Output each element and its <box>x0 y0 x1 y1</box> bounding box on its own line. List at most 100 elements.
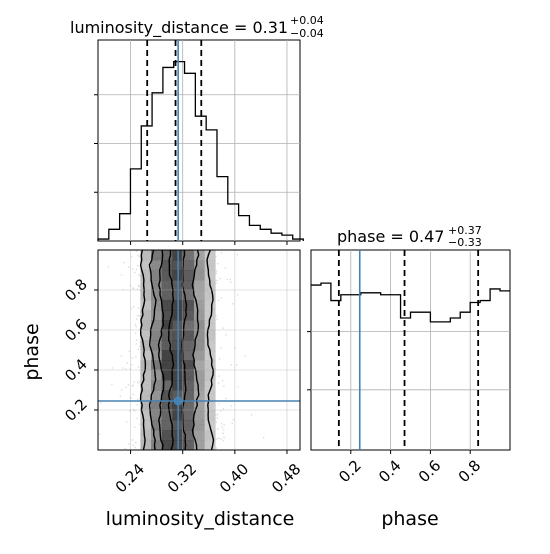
density-cell <box>151 410 163 421</box>
tick-marks <box>94 94 288 245</box>
density-cell <box>151 390 163 401</box>
contour-line <box>157 250 165 450</box>
density-cell <box>140 440 152 450</box>
density-cell <box>204 410 216 421</box>
density-cell <box>151 300 163 311</box>
density-cell <box>193 340 205 351</box>
density-cell <box>151 290 163 301</box>
luminosity-distance-title: luminosity_distance = 0.31 <box>70 18 288 38</box>
density-cell <box>151 370 163 381</box>
density-cell <box>183 300 195 311</box>
histogram <box>311 282 510 323</box>
density-cell <box>161 440 173 450</box>
density-cell <box>140 400 152 411</box>
density-cell <box>151 430 163 441</box>
density-cell <box>204 390 216 401</box>
density-cell <box>161 380 173 391</box>
y-tick-label: 0.8 <box>61 275 91 305</box>
density-cell <box>204 380 216 391</box>
density-cell <box>183 350 195 361</box>
contour-line <box>167 250 175 450</box>
density-cell <box>151 420 163 431</box>
density-cell <box>151 350 163 361</box>
density-cell <box>161 280 173 291</box>
density-cell <box>204 430 216 441</box>
density-cell <box>151 310 163 321</box>
density-cell <box>151 400 163 411</box>
histogram <box>97 60 304 241</box>
grid-lines <box>311 250 510 450</box>
x-axis-label: luminosity_distance <box>106 508 295 530</box>
phase-axis-label: phase <box>381 508 438 530</box>
density-cell <box>204 340 216 351</box>
density-cell <box>161 330 173 341</box>
density-cell <box>151 250 163 261</box>
density-cell <box>140 300 152 311</box>
density-cell <box>193 440 205 450</box>
density-cell <box>193 430 205 441</box>
density-cell <box>140 430 152 441</box>
density-cell <box>140 370 152 381</box>
density-cell <box>183 380 195 391</box>
density-cell <box>193 280 205 291</box>
contour-line <box>206 250 215 450</box>
truth-marker <box>173 396 183 406</box>
density-cell <box>204 440 216 450</box>
y-tick-labels: 0.2 0.4 0.6 0.8 <box>61 275 98 425</box>
density-cell <box>193 400 205 411</box>
density-cell <box>161 300 173 311</box>
density-cell <box>140 410 152 421</box>
histogram-step <box>97 60 304 241</box>
density-cell <box>193 350 205 361</box>
contour-line <box>139 250 147 450</box>
density-cell <box>183 440 195 450</box>
density-cell <box>140 390 152 401</box>
x-tick-label: 0.4 <box>375 456 405 486</box>
density-cell <box>183 280 195 291</box>
density-cell <box>183 340 195 351</box>
density-cell <box>193 420 205 431</box>
density-cell <box>204 400 216 411</box>
density-cell <box>204 270 216 281</box>
density-cell <box>161 310 173 321</box>
density-cell <box>140 330 152 341</box>
density-cell <box>151 280 163 291</box>
panel-frame <box>310 249 511 451</box>
panel-frame <box>97 249 301 451</box>
density-cell <box>183 270 195 281</box>
density-cell <box>161 250 173 261</box>
density-cell <box>183 390 195 401</box>
density-cell <box>140 260 152 271</box>
luminosity-distance-histogram-panel: luminosity_distance = 0.31 +0.04 −0.04 <box>70 14 324 245</box>
phase-x-tick-labels: 0.2 0.4 0.6 0.8 <box>335 456 484 486</box>
density-cell <box>193 410 205 421</box>
density-cell <box>193 270 205 281</box>
truth-crosshair <box>98 250 300 450</box>
density-cell <box>161 410 173 421</box>
density-cell <box>140 420 152 431</box>
density-cell <box>193 310 205 321</box>
histogram-step <box>311 282 510 323</box>
density-cell <box>161 290 173 301</box>
density-cell <box>151 340 163 351</box>
phase-title-upper: +0.37 <box>448 224 482 237</box>
density-cell <box>151 270 163 281</box>
density-cell <box>151 260 163 271</box>
phase-title: phase = 0.47 <box>337 227 444 246</box>
x-tick-label: 0.2 <box>335 456 365 486</box>
density-cell <box>204 320 216 331</box>
quantile-lines <box>337 250 480 450</box>
density-cell <box>140 340 152 351</box>
density-cell <box>161 260 173 271</box>
density-cell <box>204 310 216 321</box>
density-cell <box>183 260 195 271</box>
density-cell <box>161 430 173 441</box>
density-cell <box>183 360 195 371</box>
density-cell <box>204 370 216 381</box>
density-cell <box>151 440 163 450</box>
density-cell <box>183 250 195 261</box>
x-tick-label: 0.8 <box>455 456 485 486</box>
density-cell <box>204 330 216 341</box>
density-cell <box>204 360 216 371</box>
